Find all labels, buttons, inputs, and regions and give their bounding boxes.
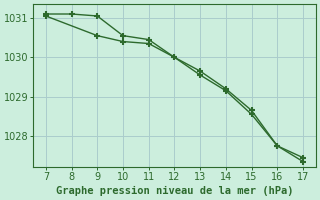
X-axis label: Graphe pression niveau de la mer (hPa): Graphe pression niveau de la mer (hPa) [56, 186, 293, 196]
